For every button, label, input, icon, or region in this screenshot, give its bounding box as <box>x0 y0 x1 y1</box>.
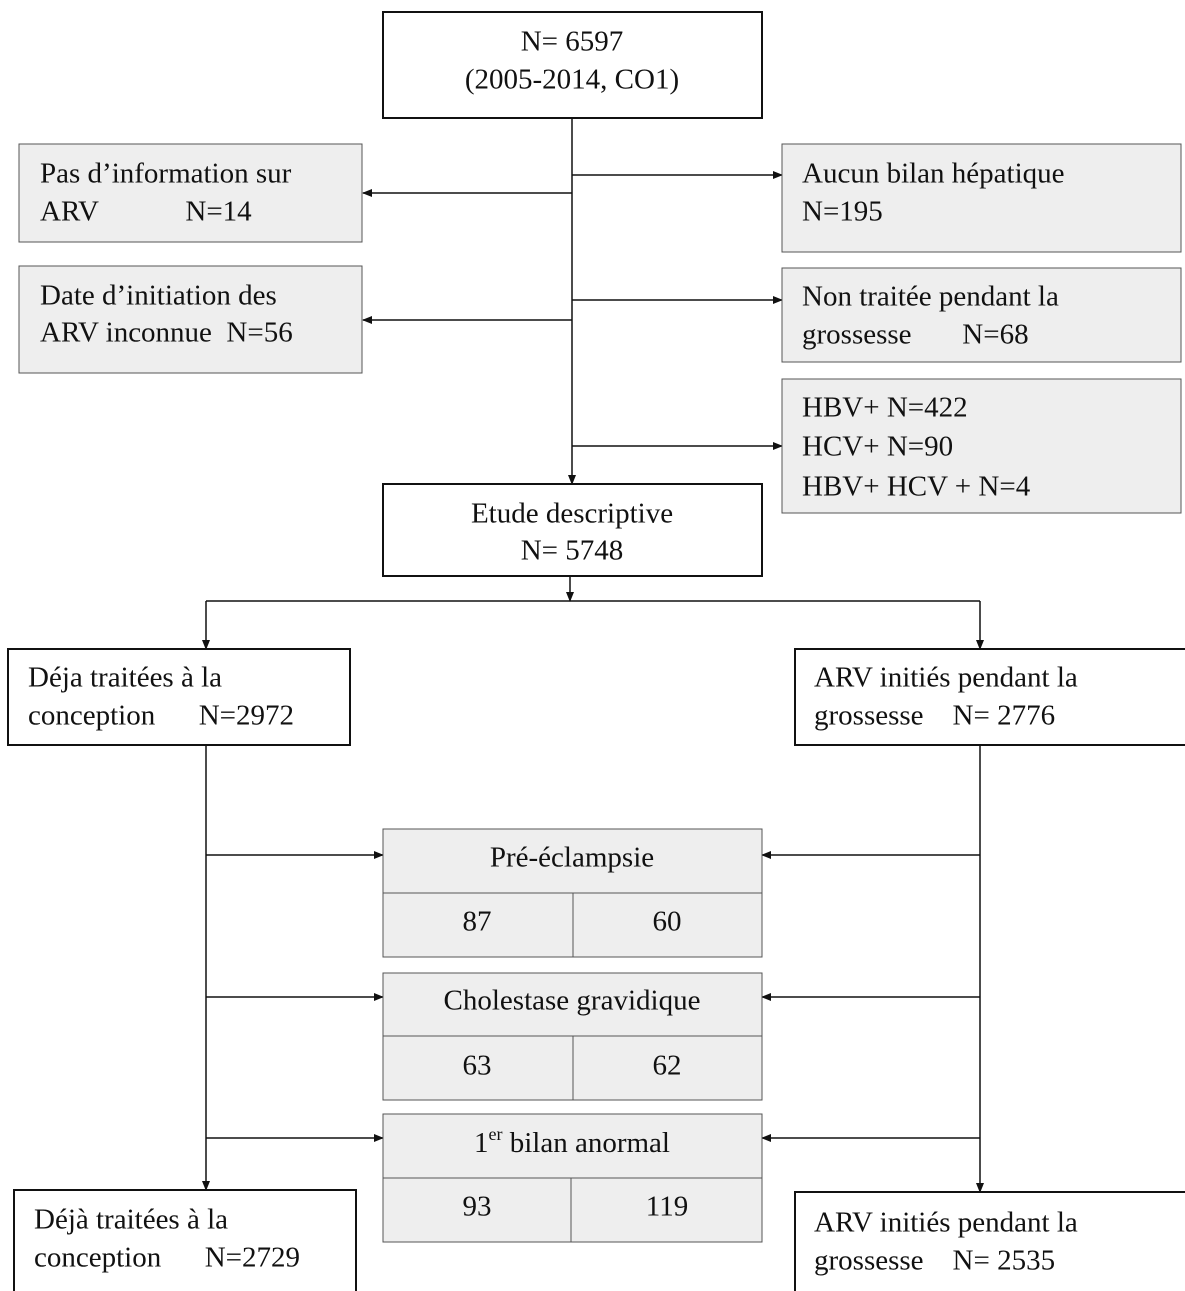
box-text: N= 5748 <box>521 535 624 567</box>
group-box <box>794 648 1185 746</box>
table-cell: 63 <box>463 1050 492 1082</box>
box-text: grossesse N= 2776 <box>814 700 1055 732</box>
start-box <box>382 11 763 119</box>
box-text: Pas d’information sur <box>40 158 292 190</box>
box-text: N= 6597 <box>521 26 624 58</box>
box-text: conception N=2972 <box>28 700 294 732</box>
group-box <box>794 1191 1185 1291</box>
table-cell: 119 <box>646 1191 688 1223</box>
header-superscript: er <box>489 1124 503 1144</box>
exclusion-box <box>781 267 1182 363</box>
box-text: N=195 <box>802 196 883 228</box>
box-text: ARV inconnue N=56 <box>40 317 293 349</box>
connectors <box>202 118 984 1193</box>
header-part: 1 <box>474 1127 489 1159</box>
box-text: HBV+ N=422 <box>802 392 968 424</box>
exclusion-box <box>781 378 1182 514</box>
group-box <box>13 1189 357 1291</box>
table-header: Cholestase gravidique <box>444 985 701 1017</box>
exclusion-box <box>18 265 363 374</box>
table-cell: 87 <box>463 906 492 938</box>
box-text: grossesse N=68 <box>802 319 1029 351</box>
header-part: bilan anormal <box>502 1127 670 1159</box>
table-cell: 62 <box>653 1050 682 1082</box>
box-text: ARV initiés pendant la <box>814 662 1078 694</box>
box-text: Etude descriptive <box>471 498 673 530</box>
box-text: (2005-2014, CO1) <box>465 64 679 96</box>
exclusion-box <box>18 143 363 243</box>
box-text: HCV+ N=90 <box>802 431 953 463</box>
table-header: Pré-éclampsie <box>490 842 654 874</box>
table-cell: 60 <box>653 906 682 938</box>
box-text: Non traitée pendant la <box>802 281 1059 313</box>
box-text: grossesse N= 2535 <box>814 1245 1055 1277</box>
box-text: HBV+ HCV + N=4 <box>802 471 1031 503</box>
group-box <box>7 648 351 746</box>
box-text: Déja traitées à la <box>28 662 222 694</box>
descriptive-box <box>382 483 763 577</box>
table-cell: 93 <box>463 1191 492 1223</box>
box-text: conception N=2729 <box>34 1242 300 1274</box>
table-header: 1er bilan anormal <box>474 1124 670 1159</box>
box-text: Date d’initiation des <box>40 280 277 312</box>
box-text: ARV initiés pendant la <box>814 1207 1078 1239</box>
box-text: ARV N=14 <box>40 196 252 228</box>
box-text: Déjà traitées à la <box>34 1204 228 1236</box>
exclusion-box <box>781 143 1182 253</box>
box-text: Aucun bilan hépatique <box>802 158 1065 190</box>
